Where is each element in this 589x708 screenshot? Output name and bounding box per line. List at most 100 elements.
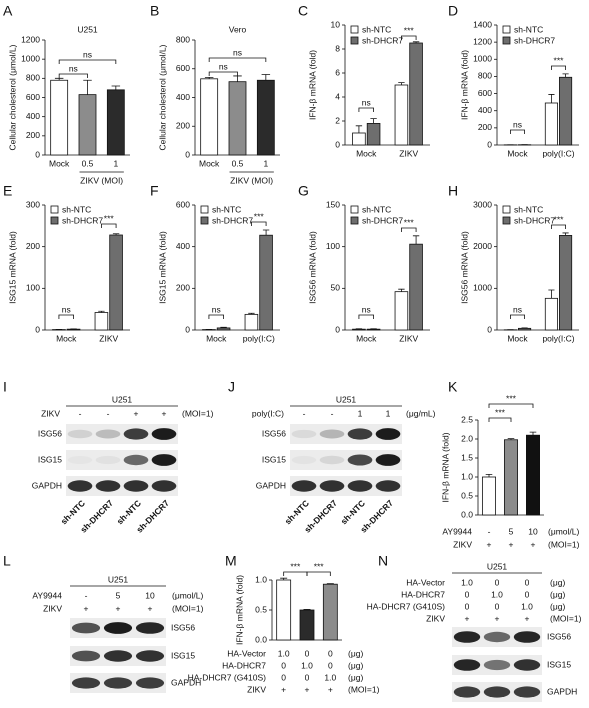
treatment-value: + xyxy=(134,408,139,418)
significance-bracket xyxy=(510,314,525,319)
treatment-value: 0 xyxy=(465,601,470,611)
y-tick-label: 6 xyxy=(335,67,340,77)
blot-strip xyxy=(290,450,402,470)
x-tick-label: Mock xyxy=(356,148,377,158)
treatment-value: 1.0 xyxy=(491,589,503,599)
bar xyxy=(409,243,423,331)
bar xyxy=(366,123,381,146)
significance-bracket xyxy=(358,107,374,112)
condition-value: + xyxy=(487,539,492,549)
y-tick-label: 300 xyxy=(26,199,40,209)
condition-value: 10 xyxy=(528,526,538,536)
y-tick-label: 0 xyxy=(335,139,340,149)
band xyxy=(319,429,345,439)
y-tick-label: 200 xyxy=(176,283,190,293)
x-tick-label: Mock xyxy=(356,333,377,343)
blot-strip xyxy=(66,424,178,444)
band xyxy=(291,455,317,465)
condition-value: - xyxy=(488,526,491,536)
y-tick-label: 4 xyxy=(335,91,340,101)
significance-label: *** xyxy=(495,407,506,417)
y-tick-label: 800 xyxy=(478,71,492,81)
x-tick-label: Mock xyxy=(56,333,77,343)
band xyxy=(103,622,133,634)
band xyxy=(135,677,165,689)
error-bar xyxy=(562,232,569,236)
treatment-value: - xyxy=(107,408,110,418)
treatment-value: + xyxy=(162,408,167,418)
y-tick-label: 100 xyxy=(26,283,40,293)
band-label: GAPDH xyxy=(32,480,62,490)
error-bar xyxy=(562,73,569,78)
band-label: GAPDH xyxy=(547,686,577,696)
y-tick-label: 0 xyxy=(185,149,190,159)
x-tick-label: Mock xyxy=(507,148,528,158)
band xyxy=(375,480,401,492)
blot-title: U251 xyxy=(112,394,133,404)
x-tick-label: Mock xyxy=(199,158,220,168)
significance-bracket xyxy=(358,314,374,319)
error-bar xyxy=(398,82,405,85)
error-bar xyxy=(111,85,121,90)
treatment-unit: (MOI=1) xyxy=(550,613,582,623)
condition-label: HA-DHCR7 xyxy=(222,660,266,670)
legend-swatch xyxy=(502,205,511,214)
condition-value: 0 xyxy=(305,648,310,658)
bar xyxy=(481,476,496,516)
significance-bracket xyxy=(58,59,117,64)
band xyxy=(123,454,149,466)
condition-value: + xyxy=(305,684,310,694)
significance-bracket xyxy=(101,223,117,228)
panel-letter: F xyxy=(150,183,159,199)
blot-title: U251 xyxy=(487,561,508,571)
significance-bracket xyxy=(208,57,267,62)
band-label: ISG15 xyxy=(171,650,195,660)
band xyxy=(319,455,345,465)
y-tick-label: 800 xyxy=(26,73,40,83)
y-tick-label: 1.0 xyxy=(255,574,267,584)
error-bar xyxy=(548,289,555,299)
error-bar xyxy=(529,431,537,436)
band xyxy=(151,428,177,440)
significance-bracket xyxy=(488,417,512,422)
y-tick-label: 200 xyxy=(26,130,40,140)
legend-swatch xyxy=(350,36,359,45)
band xyxy=(375,454,401,466)
y-tick-label: 0.5 xyxy=(255,604,267,614)
error-bar xyxy=(83,79,92,95)
bar xyxy=(366,328,381,331)
y-tick-label: 800 xyxy=(176,34,190,44)
panel-letter: H xyxy=(448,183,458,199)
error-bar xyxy=(98,310,105,313)
condition-label: ZIKV xyxy=(247,684,266,694)
treatment-value: - xyxy=(331,408,334,418)
bar xyxy=(228,81,247,156)
legend-swatch xyxy=(502,25,511,34)
x-tick-label: Mock xyxy=(49,158,70,168)
significance-label: *** xyxy=(104,213,115,223)
treatment-value: 0 xyxy=(495,601,500,611)
band xyxy=(71,677,101,689)
x-tick-label: Mock xyxy=(507,333,528,343)
panel-letter: B xyxy=(150,3,159,19)
significance-label: ns xyxy=(69,63,78,73)
treatment-value: 0 xyxy=(525,589,530,599)
band-label: ISG56 xyxy=(262,428,286,438)
bar xyxy=(518,327,532,331)
band xyxy=(453,631,481,643)
error-bar xyxy=(548,94,555,103)
significance-label: *** xyxy=(254,211,265,221)
bar xyxy=(352,132,366,146)
y-axis-label: Cellular cholesterol (μmol/L) xyxy=(157,44,167,150)
treatment-value: + xyxy=(116,603,121,613)
significance-bracket xyxy=(58,73,88,78)
band xyxy=(291,429,317,439)
treatment-unit: (MOI=1) xyxy=(172,603,204,613)
y-tick-label: 2.5 xyxy=(461,414,473,424)
panel-letter: I xyxy=(3,379,7,395)
treatment-value: 0 xyxy=(465,589,470,599)
bar xyxy=(276,579,292,641)
legend-swatch xyxy=(502,36,511,45)
panel-letter: C xyxy=(298,3,308,19)
y-tick-label: 400 xyxy=(176,241,190,251)
